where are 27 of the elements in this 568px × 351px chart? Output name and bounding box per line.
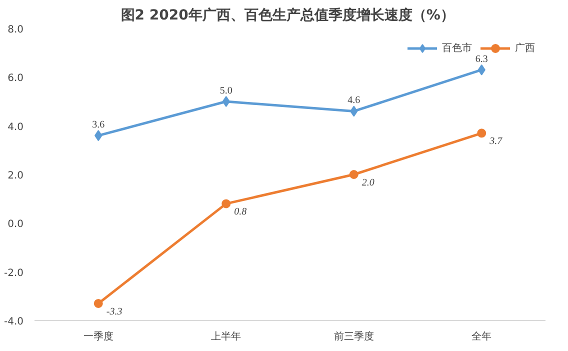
data-label: 6.3 [475,54,488,65]
legend-label: 百色市 [442,42,472,55]
y-tick-label: 6.0 [8,73,24,84]
data-label: 4.6 [348,95,360,106]
y-tick-label: -4.0 [4,316,24,328]
y-tick-label: -2.0 [4,268,24,279]
y-tick-label: 2.0 [8,170,24,182]
data-label: 0.8 [234,206,247,218]
y-tick-label: 8.0 [8,24,24,36]
x-tick-label: 前三季度 [334,330,374,342]
y-tick-label: 0.0 [8,219,24,230]
x-tick-label: 全年 [472,330,492,342]
data-label: 5.0 [220,86,232,96]
data-label: 2.0 [362,178,374,188]
data-label: -3.3 [106,306,122,318]
point [222,199,231,208]
legend-label: 广西 [515,42,535,55]
data-label: 3.6 [92,120,105,131]
data-label: 3.7 [488,136,504,148]
x-tick-label: 上半年 [211,330,242,342]
chart-title: 图2 2020年广西、百色生产总值季度增长速度（%） [120,6,454,24]
point [477,128,486,138]
y-tick-label: 4.0 [8,122,24,133]
point [222,96,230,107]
x-tick-label: 一季度 [83,330,114,342]
point [94,298,103,308]
point [349,170,358,179]
